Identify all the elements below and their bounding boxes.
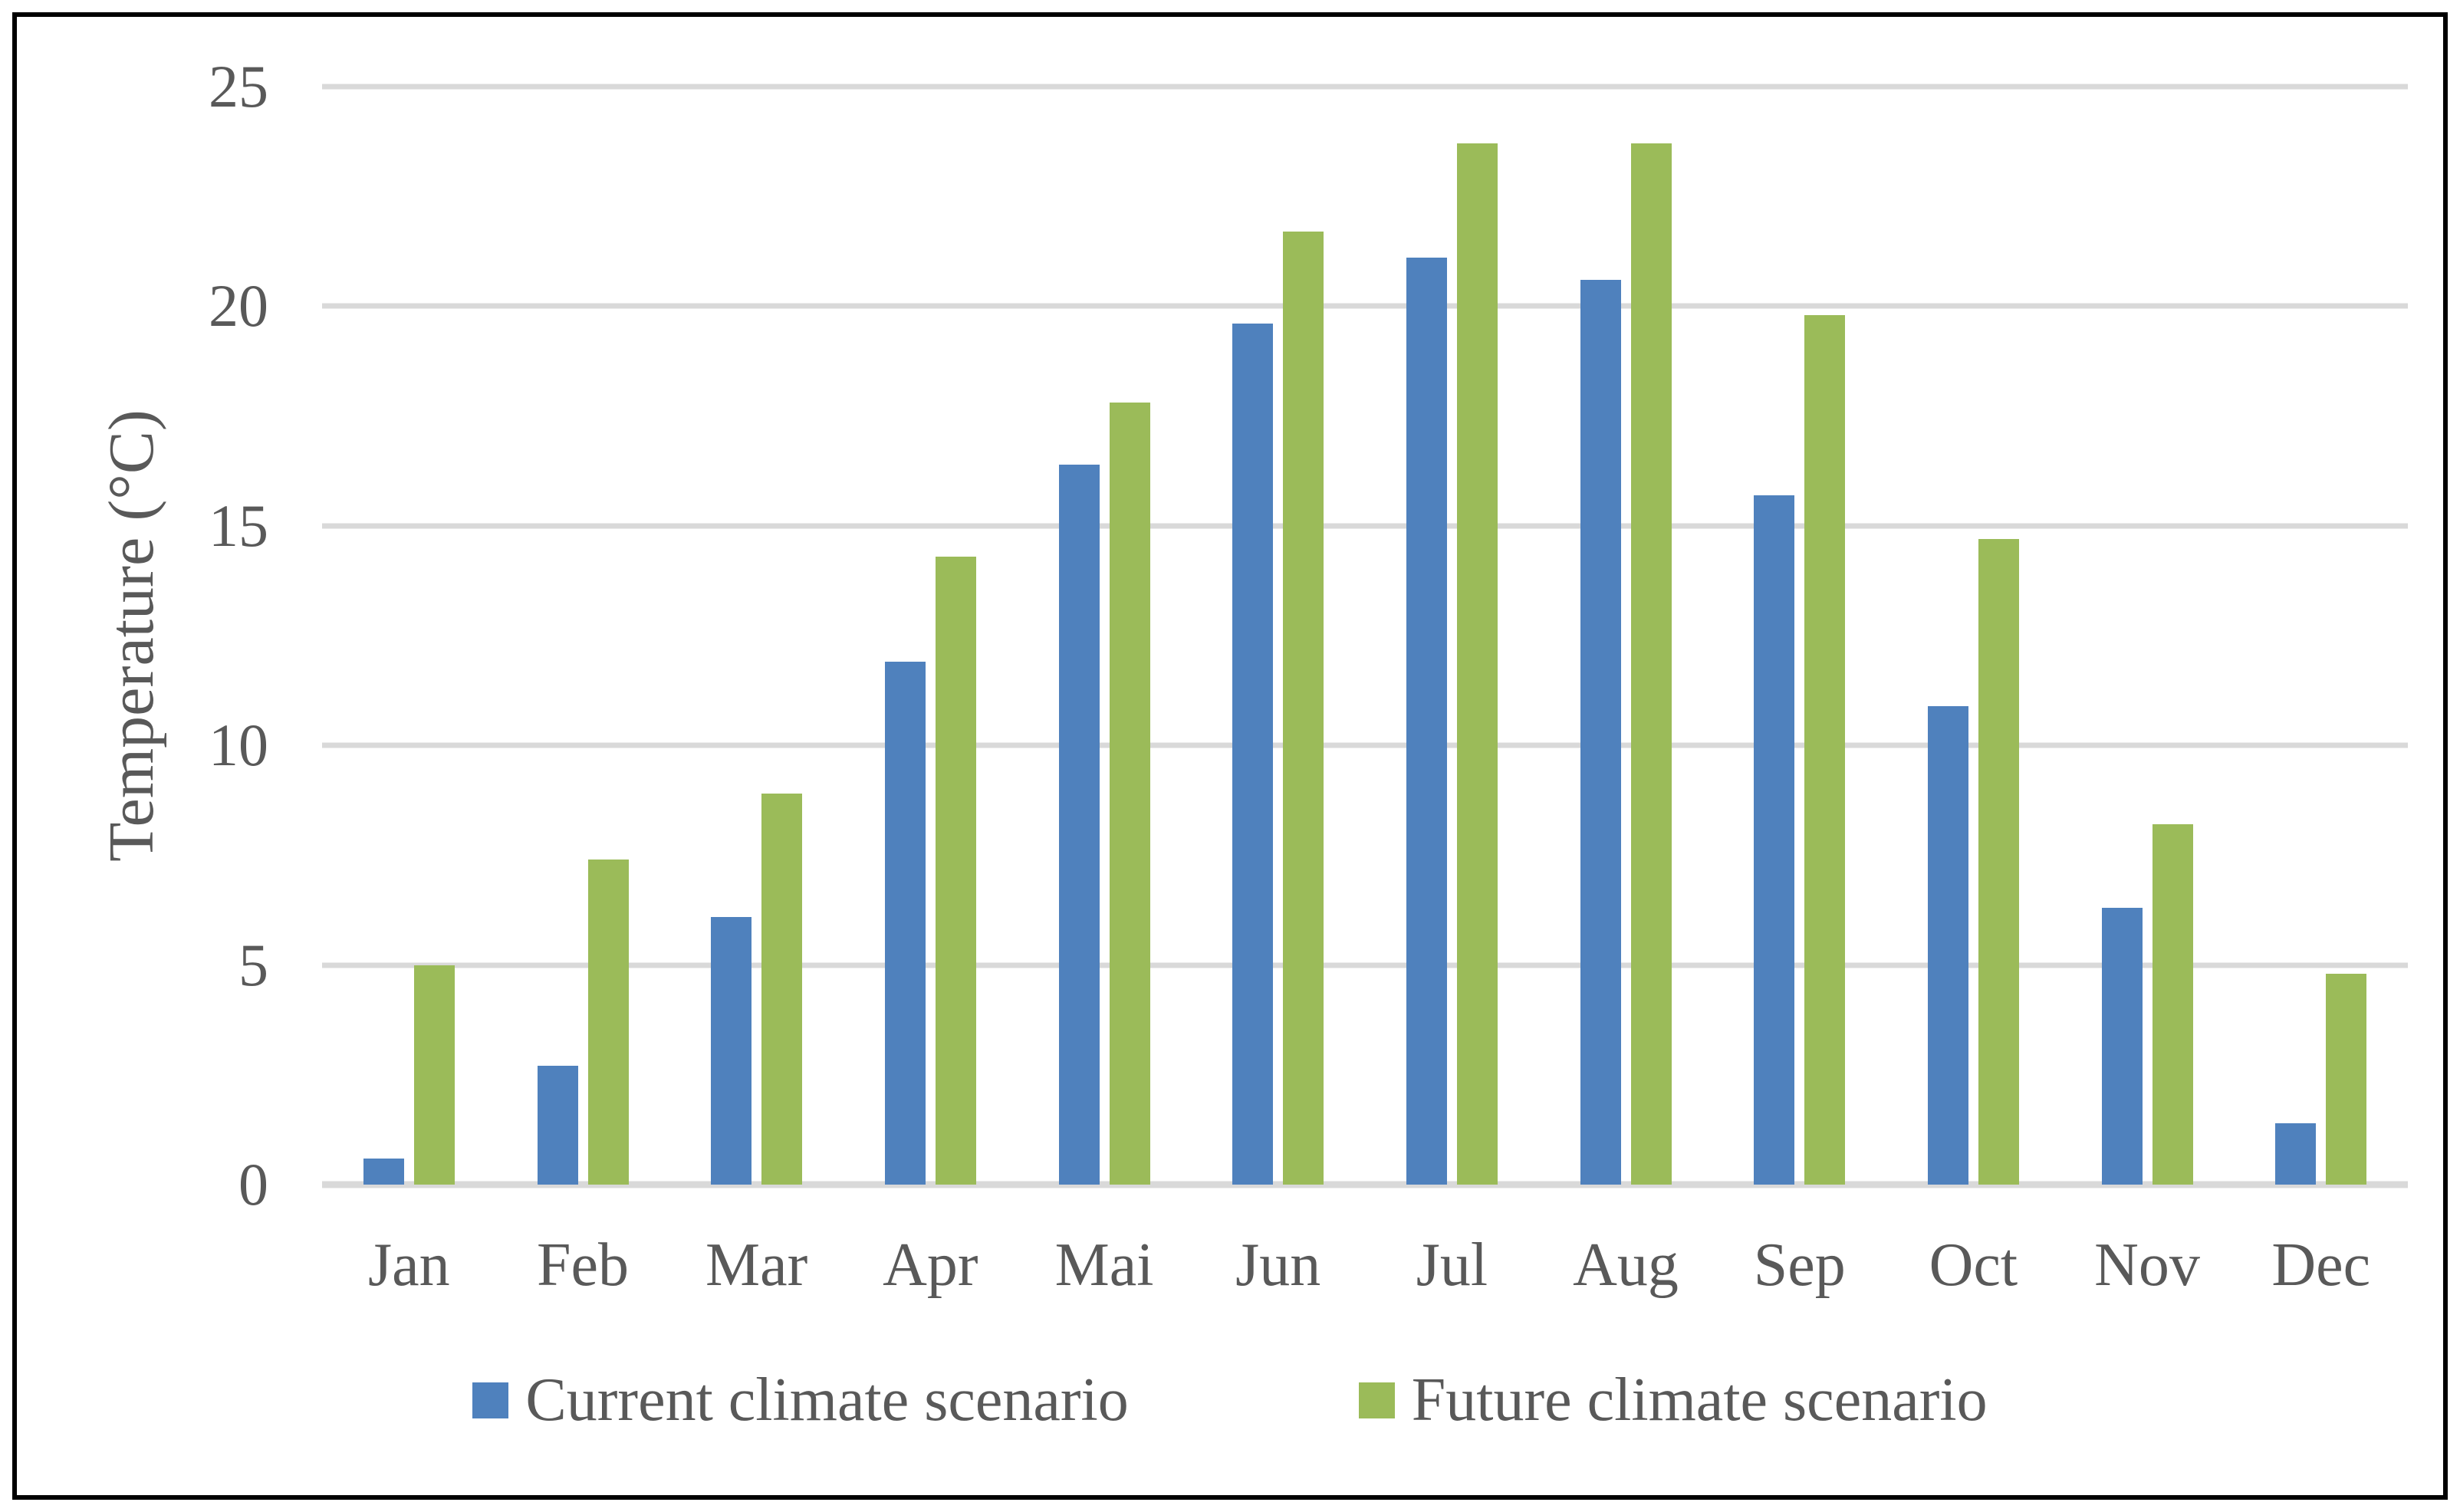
y-tick-label-10: 10 [209,712,268,779]
legend: Current climate scenario Future climate s… [0,1366,2460,1434]
bar-group-aug [1539,87,1713,1185]
bar-group-jul [1365,87,1539,1185]
bar-group-nov [2060,87,2235,1185]
gridline-15 [322,523,2408,529]
gridline-0 [322,1181,2408,1188]
legend-label-current-climate-scenario: Current climate scenario [525,1366,1129,1434]
x-axis-label-feb: Feb [537,1231,629,1299]
legend-swatch-current-climate-scenario [472,1382,509,1418]
bar-current-climate-scenario-oct [1927,705,1968,1185]
x-axis-label-sep: Sep [1753,1231,1846,1299]
legend-swatch-future-climate-scenario [1358,1382,1395,1418]
x-axis-label-jul: Jul [1416,1231,1488,1299]
bar-group-mar [669,87,844,1185]
x-axis-label-jun: Jun [1235,1231,1321,1299]
x-axis-label-oct: Oct [1929,1231,2018,1299]
bar-future-climate-scenario-dec [2326,974,2367,1185]
bar-future-climate-scenario-jan [413,965,455,1185]
bar-current-climate-scenario-aug [1580,280,1621,1185]
x-axis-label-mar: Mar [705,1231,808,1299]
x-axis-label-aug: Aug [1573,1231,1679,1299]
bar-future-climate-scenario-aug [1630,143,1672,1185]
gridline-10 [322,742,2408,748]
gridline-5 [322,962,2408,968]
x-axis-label-dec: Dec [2271,1231,2371,1299]
y-axis-tick-labels: 0 5 10 15 20 25 [0,57,268,1215]
bar-group-feb [496,87,670,1185]
x-axis-label-jan: Jan [368,1231,450,1299]
bar-current-climate-scenario-sep [1754,495,1795,1185]
bar-group-jun [1191,87,1365,1185]
x-axis-label-apr: Apr [883,1231,978,1299]
y-tick-label-20: 20 [209,272,268,340]
x-axis-labels: Jan Feb Mar Apr Mai Jun Jul Aug Sep Oct Nov Dec [322,1227,2408,1303]
y-tick-label-25: 25 [209,53,268,120]
bar-current-climate-scenario-feb [537,1066,578,1185]
bar-current-climate-scenario-mar [711,916,752,1185]
bar-group-dec [2234,87,2408,1185]
bar-current-climate-scenario-jun [1232,324,1274,1185]
bar-current-climate-scenario-jul [1406,258,1447,1185]
x-axis-label-mai: Mai [1054,1231,1154,1299]
gridline-25 [322,84,2408,90]
bar-future-climate-scenario-sep [1804,314,1846,1185]
bar-group-apr [844,87,1018,1185]
bar-future-climate-scenario-jun [1283,232,1324,1185]
x-axis-label-nov: Nov [2094,1231,2200,1299]
bar-future-climate-scenario-jul [1456,143,1498,1185]
bar-future-climate-scenario-feb [587,860,629,1185]
bar-future-climate-scenario-mai [1109,403,1150,1185]
bar-current-climate-scenario-dec [2275,1122,2317,1185]
legend-label-future-climate-scenario: Future climate scenario [1411,1366,1988,1434]
bar-group-mai [1018,87,1192,1185]
bar-future-climate-scenario-oct [1978,538,2019,1185]
y-tick-label-5: 5 [238,931,268,998]
bar-future-climate-scenario-mar [761,794,803,1185]
bar-groups [322,87,2408,1185]
y-tick-label-0: 0 [238,1151,268,1218]
bar-current-climate-scenario-apr [884,662,926,1185]
gridline-20 [322,303,2408,309]
bar-group-jan [322,87,496,1185]
bar-group-sep [1712,87,1886,1185]
bar-current-climate-scenario-nov [2101,908,2143,1185]
plot-area [322,84,2408,1188]
bar-group-oct [1886,87,2060,1185]
bar-current-climate-scenario-mai [1058,464,1100,1185]
y-tick-label-15: 15 [209,491,268,559]
legend-item-current-climate-scenario: Current climate scenario [472,1366,1129,1434]
bar-future-climate-scenario-nov [2152,824,2193,1185]
legend-item-future-climate-scenario: Future climate scenario [1358,1366,1988,1434]
bar-current-climate-scenario-jan [363,1158,404,1185]
bar-future-climate-scenario-apr [935,556,976,1185]
